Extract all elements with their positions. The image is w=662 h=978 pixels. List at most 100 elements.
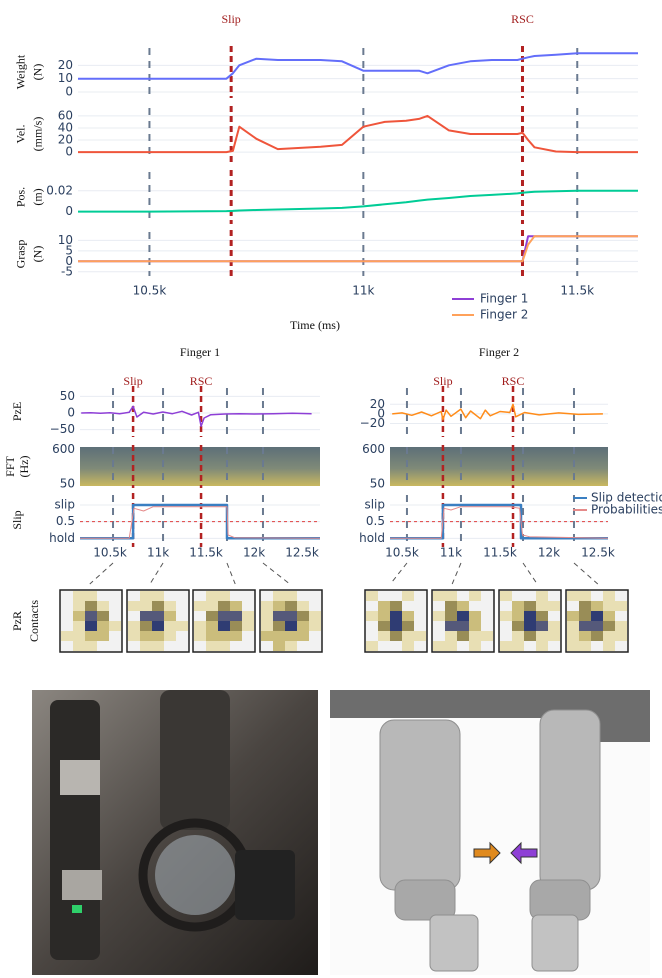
x-tick-label: 12.5k	[285, 546, 319, 560]
pzr-cell	[109, 601, 121, 611]
pzr-cell	[615, 631, 627, 641]
pzr-cell	[445, 621, 457, 631]
pzr-cell	[591, 611, 603, 621]
pzr-cell	[261, 621, 273, 631]
pzr-cell	[140, 631, 152, 641]
pzr-cell	[285, 631, 297, 641]
line	[78, 189, 638, 213]
pzr-cell	[128, 611, 140, 621]
render-finger	[379, 719, 461, 891]
pzr-cell	[285, 611, 297, 621]
y-axis-label: FFT	[3, 455, 17, 476]
pzr-cell	[524, 611, 536, 621]
pzr-cell	[457, 641, 469, 651]
pzr-cell	[567, 611, 579, 621]
pzr-cell	[414, 611, 426, 621]
pzr-cell	[615, 611, 627, 621]
pzr-cell	[285, 591, 297, 601]
x-tick-label: 12k	[538, 546, 560, 560]
pzr-cell	[481, 611, 493, 621]
pzr-cell	[273, 641, 285, 651]
y-tick-label: −20	[360, 416, 385, 430]
pzr-cell	[61, 621, 73, 631]
pzr-cell	[512, 631, 524, 641]
pzr-cell	[61, 631, 73, 641]
y-tick-label: 20	[58, 58, 73, 72]
y-tick-label: 0	[65, 145, 73, 159]
pzr-cell	[261, 611, 273, 621]
pzr-cell	[378, 631, 390, 641]
pzr-cell	[140, 611, 152, 621]
x-tick-label: 10.5k	[385, 546, 419, 560]
y-tick-label: 0.02	[46, 183, 73, 197]
pzr-cell	[73, 601, 85, 611]
annotation: RSC	[511, 12, 534, 26]
pzr-cell	[218, 641, 230, 651]
pzr-cell	[128, 641, 140, 651]
pzr-cell	[524, 631, 536, 641]
pzr-label: Contacts	[27, 600, 41, 642]
pzr-cell	[567, 621, 579, 631]
y-tick-label: 10	[58, 233, 73, 247]
pzr-cell	[152, 591, 164, 601]
pzr-cell	[414, 641, 426, 651]
pzr-cell	[500, 601, 512, 611]
pzr-cell	[97, 631, 109, 641]
pzr-cell	[109, 591, 121, 601]
led	[72, 905, 82, 913]
x-tick-label: 11.5k	[560, 284, 594, 298]
pzr-cell	[481, 601, 493, 611]
y-tick-label: hold	[359, 531, 385, 545]
pzr-cell	[109, 611, 121, 621]
pzr-cell	[536, 601, 548, 611]
y-axis-label: (N)	[30, 246, 44, 263]
annotation: Slip	[433, 374, 452, 388]
finger-shape	[160, 690, 230, 830]
pzr-cell	[378, 621, 390, 631]
pzr-cell	[469, 611, 481, 621]
legend-label: Finger 2	[480, 308, 528, 322]
pzr-cell	[366, 621, 378, 631]
legend-label: Finger 1	[480, 292, 528, 306]
pzr-cell	[261, 641, 273, 651]
pzr-cell	[500, 621, 512, 631]
snapshot-connector	[522, 562, 538, 585]
pzr-cell	[366, 631, 378, 641]
pzr-cell	[309, 601, 321, 611]
pzr-cell	[242, 591, 254, 601]
line	[78, 52, 638, 80]
pzr-cell	[615, 601, 627, 611]
pzr-cell	[61, 591, 73, 601]
pzr-cell	[309, 631, 321, 641]
pzr-cell	[218, 631, 230, 641]
pzr-cell	[164, 641, 176, 651]
y-tick-label: 60	[58, 108, 73, 122]
x-tick-label: 10.5k	[93, 546, 127, 560]
pzr-cell	[206, 611, 218, 621]
pzr-cell	[567, 591, 579, 601]
pzr-cell	[579, 601, 591, 611]
pzr-cell	[273, 621, 285, 631]
pzr-cell	[194, 641, 206, 651]
pzr-cell	[176, 601, 188, 611]
pzr-cell	[390, 621, 402, 631]
y-tick-label: 0	[65, 85, 73, 99]
pzr-cell	[366, 641, 378, 651]
y-tick-label: 600	[52, 442, 75, 456]
pzr-cell	[140, 591, 152, 601]
pzr-cell	[273, 601, 285, 611]
pzr-cell	[524, 621, 536, 631]
pzr-cell	[61, 641, 73, 651]
pzr-cell	[176, 641, 188, 651]
pzr-cell	[500, 641, 512, 651]
legend-label: Slip detection	[591, 491, 662, 505]
x-tick-label: 11.5k	[189, 546, 223, 560]
pzr-cell	[402, 621, 414, 631]
pzr-cell	[73, 591, 85, 601]
pzr-cell	[152, 641, 164, 651]
pzr-cell	[176, 591, 188, 601]
pzr-cell	[164, 621, 176, 631]
pzr-cell	[206, 601, 218, 611]
pzr-cell	[512, 591, 524, 601]
y-axis-label: (N)	[30, 64, 44, 81]
